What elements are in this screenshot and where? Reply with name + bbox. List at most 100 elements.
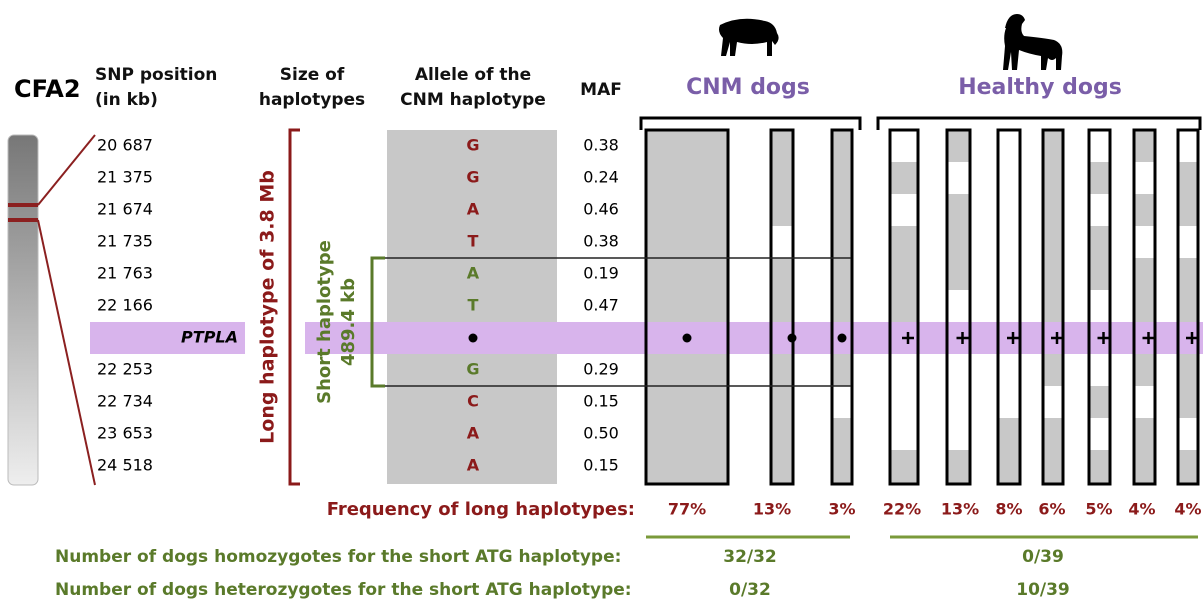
haplotype-cell <box>646 194 728 227</box>
marker-dot <box>837 333 847 343</box>
marker-plus <box>956 332 969 344</box>
short-bracket <box>370 256 385 388</box>
marker-dot <box>682 333 692 343</box>
frequency-value: 8% <box>995 500 1022 519</box>
haplotype-cell <box>1178 162 1198 195</box>
allele-box <box>387 130 557 484</box>
haplotype-cell <box>771 354 793 387</box>
haplotype-cell <box>947 450 970 483</box>
haplotype-cell <box>947 418 970 451</box>
haplotype-cell <box>1134 258 1155 291</box>
haplotype-cell <box>998 450 1020 483</box>
haplotype-column <box>1041 128 1065 486</box>
frequency-value: 3% <box>828 500 855 519</box>
haplotype-cell <box>771 450 793 483</box>
haplotype-cell <box>771 130 793 163</box>
haplotype-cell <box>1134 354 1155 387</box>
haplotype-cell <box>890 258 918 291</box>
haplotype-cell <box>1134 290 1155 323</box>
haplotype-cell <box>646 418 728 451</box>
haplotype-cell <box>947 290 970 323</box>
haplotype-cell <box>646 130 728 163</box>
allele: A <box>467 264 480 283</box>
header: SNP position <box>95 65 217 85</box>
frequency-value: 5% <box>1085 500 1112 519</box>
chromosome-label: CFA2 <box>14 75 81 103</box>
maf: 0.38 <box>583 136 619 155</box>
haplotype-cell <box>947 162 970 195</box>
maf: 0.15 <box>583 392 619 411</box>
haplotype-cell <box>771 258 793 291</box>
marker-plus <box>1186 332 1198 344</box>
snp-position: 23 653 <box>97 424 153 443</box>
heterozygote-count: 10/39 <box>1016 580 1070 600</box>
haplotype-cell <box>1043 226 1063 259</box>
haplotype-cell <box>1043 418 1063 451</box>
header: Allele of the <box>415 65 531 85</box>
haplotype-cell <box>832 162 852 195</box>
haplotype-cell <box>832 354 852 387</box>
snp-position: 21 735 <box>97 232 153 251</box>
haplotype-cell <box>646 290 728 323</box>
haplotype-cell <box>1043 194 1063 227</box>
frequency-value: 77% <box>668 500 706 519</box>
haplotype-cell <box>890 162 918 195</box>
haplotype-cell <box>1178 450 1198 483</box>
maf: 0.47 <box>583 296 619 315</box>
group-bracket <box>876 116 1202 130</box>
marker-dot <box>787 333 797 343</box>
maf: 0.19 <box>583 264 619 283</box>
haplotype-column <box>1087 128 1112 486</box>
haplotype-cell <box>832 290 852 323</box>
haplotype-cell <box>771 226 793 259</box>
allele: C <box>467 392 479 411</box>
header: (in kb) <box>95 90 158 110</box>
maf: 0.38 <box>583 232 619 251</box>
group-bracket <box>639 116 862 130</box>
allele: A <box>467 456 480 475</box>
dog-icon-sick <box>719 18 779 56</box>
haplotype-cell <box>646 450 728 483</box>
haplotype-cell <box>832 418 852 451</box>
haplotype-cell <box>832 194 852 227</box>
haplotype-cell <box>998 354 1020 387</box>
haplotype-column <box>888 128 920 486</box>
haplotype-cell <box>646 354 728 387</box>
long-haplotype-label: Long haplotype of 3.8 Mb <box>257 170 279 444</box>
gene-band <box>305 322 1203 354</box>
long-bracket <box>288 128 300 486</box>
haplotype-cell <box>890 450 918 483</box>
haplotype-cell <box>890 290 918 323</box>
haplotype-cell <box>771 290 793 323</box>
haplotype-cell <box>890 194 918 227</box>
haplotype-cell <box>1178 386 1198 419</box>
header: CNM haplotype <box>400 90 546 110</box>
frequency-label: Frequency of long haplotypes: <box>327 499 635 520</box>
homozygote-count: 32/32 <box>723 547 777 567</box>
group-label: CNM dogs <box>686 75 810 100</box>
haplotype-cell <box>1043 130 1063 163</box>
haplotype-cell <box>947 354 970 387</box>
marker-plus <box>902 332 914 344</box>
haplotype-cell <box>890 386 918 419</box>
haplotype-cell <box>998 258 1020 291</box>
haplotype-cell <box>832 450 852 483</box>
frequency-value: 22% <box>883 500 921 519</box>
haplotype-cell <box>1178 130 1198 163</box>
snp-position: 20 687 <box>97 136 153 155</box>
header: MAF <box>580 80 622 100</box>
allele: T <box>468 296 479 315</box>
frequency-value: 13% <box>941 500 979 519</box>
marker-plus <box>1097 332 1110 344</box>
haplotype-cell <box>1089 194 1110 227</box>
haplotype-column <box>769 128 795 486</box>
haplotype-cell <box>947 226 970 259</box>
marker-plus <box>1007 332 1019 344</box>
haplotype-cell <box>1089 258 1110 291</box>
header: haplotypes <box>259 90 365 110</box>
haplotype-cell <box>1134 418 1155 451</box>
frequency-value: 6% <box>1038 500 1065 519</box>
haplotype-cell <box>1178 354 1198 387</box>
snp-position: 21 674 <box>97 200 153 219</box>
